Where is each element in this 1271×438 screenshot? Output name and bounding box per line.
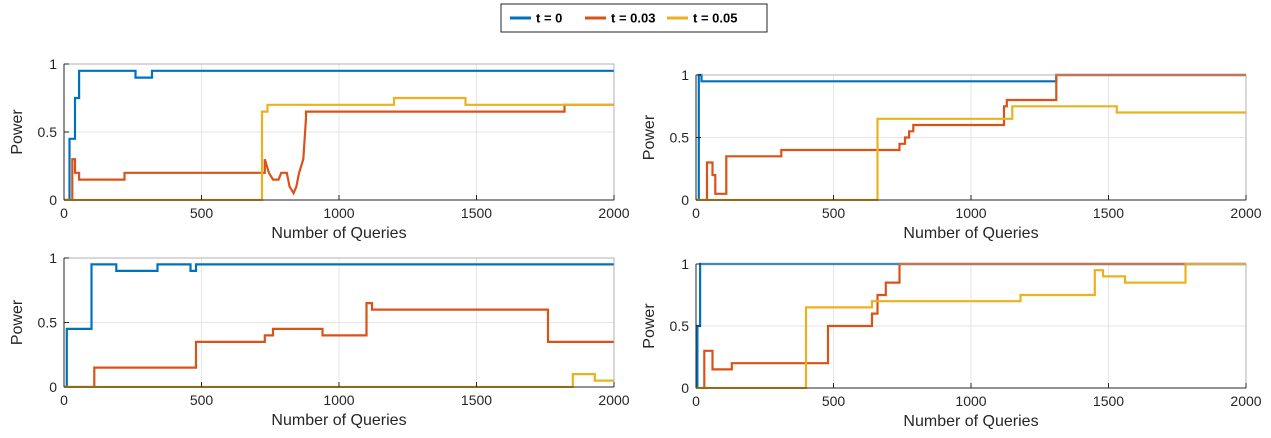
legend-label-2: t = 0.05 [693,11,737,26]
x-axis-label: Number of Queries [903,413,1038,430]
x-tick-label-1: 500 [190,392,214,408]
chart-top-left: 0 500 1000 1500 2000 0 0.5 1 Number of Queries Po… [9,56,630,242]
legend: t = 0 t = 0.03 t = 0.05 [500,3,768,33]
x-tick-label-0: 0 [692,205,700,221]
y-tick-label-1: 0.5 [38,315,58,331]
legend-box [500,3,768,33]
y-tick-label-1: 0.5 [38,124,58,140]
chart-bottom-right: 0 500 1000 1500 2000 0 0.5 1 Number of Queries Po… [641,256,1262,430]
x-tick-label-1: 500 [822,205,846,221]
series-line-2 [696,262,1246,389]
x-tick-label-3: 1500 [461,205,492,221]
y-axis-label: Power [641,303,658,349]
x-tick-label-2: 1000 [955,393,986,409]
series-line-0 [64,263,614,388]
series-line-1 [64,302,614,388]
y-axis-label: Power [9,299,26,345]
y-tick-label-0: 0 [681,192,689,208]
x-tick-label-1: 500 [190,205,214,221]
x-tick-label-0: 0 [60,392,68,408]
x-tick-label-2: 1000 [955,205,986,221]
series-line-2 [696,105,1246,201]
x-tick-label-0: 0 [692,393,700,409]
x-tick-label-4: 2000 [1230,205,1261,221]
x-tick-label-0: 0 [60,205,68,221]
x-axis-label: Number of Queries [271,225,406,242]
y-tick-label-1: 0.5 [670,130,690,146]
y-tick-label-0: 0 [681,380,689,396]
y-tick-label-2: 1 [49,250,57,266]
chart-bottom-left: 0 500 1000 1500 2000 0 0.5 1 Number of Queries Po… [9,250,630,429]
chart-top-right: 0 500 1000 1500 2000 0 0.5 1 Number of Queries Po… [641,67,1262,242]
x-tick-label-1: 500 [822,393,846,409]
x-axis-label: Number of Queries [903,225,1038,242]
series-line-1 [696,73,1246,201]
x-tick-label-3: 1500 [1093,393,1124,409]
series-group [696,73,1246,201]
y-tick-label-2: 1 [681,67,689,83]
y-tick-label-0: 0 [49,192,57,208]
x-tick-label-2: 1000 [323,392,354,408]
x-tick-label-3: 1500 [1093,205,1124,221]
y-axis-label: Power [9,109,26,155]
y-axis-label: Power [641,114,658,160]
series-line-0 [64,69,614,201]
y-tick-label-2: 1 [681,256,689,272]
legend-label-1: t = 0.03 [611,11,655,26]
y-tick-label-1: 0.5 [670,318,690,334]
x-tick-label-4: 2000 [1230,393,1261,409]
x-axis-label: Number of Queries [271,412,406,429]
y-tick-label-2: 1 [49,56,57,72]
x-tick-label-3: 1500 [461,392,492,408]
series-group [64,69,614,201]
series-line-1 [64,103,614,201]
series-line-2 [64,96,614,201]
x-tick-label-4: 2000 [598,392,629,408]
y-tick-label-0: 0 [49,379,57,395]
legend-label-0: t = 0 [536,11,562,26]
x-tick-label-4: 2000 [598,205,629,221]
x-tick-label-2: 1000 [323,205,354,221]
series-line-1 [696,262,1246,389]
